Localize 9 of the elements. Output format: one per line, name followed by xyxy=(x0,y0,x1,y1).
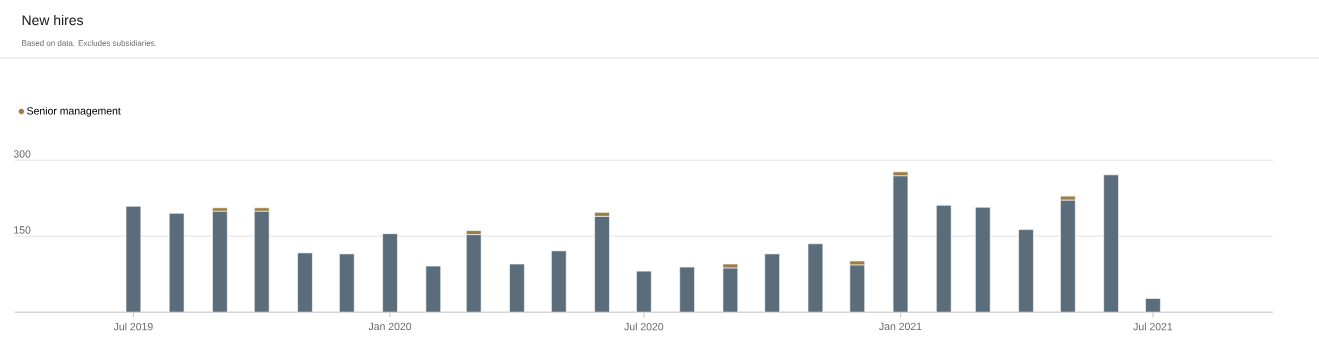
legend-label: Senior management xyxy=(27,106,121,117)
chart-title: New hires xyxy=(22,14,84,26)
x-tick-label: Jul 2020 xyxy=(624,322,664,331)
x-tick-label: Jan 2020 xyxy=(368,322,412,331)
y-tick-label: 150 xyxy=(14,226,31,234)
x-tick-label: Jul 2019 xyxy=(113,322,153,331)
y-tick-label: 300 xyxy=(13,150,31,158)
x-tick-label: Jan 2021 xyxy=(879,322,922,331)
x-tick-label: Jul 2021 xyxy=(1133,322,1173,331)
